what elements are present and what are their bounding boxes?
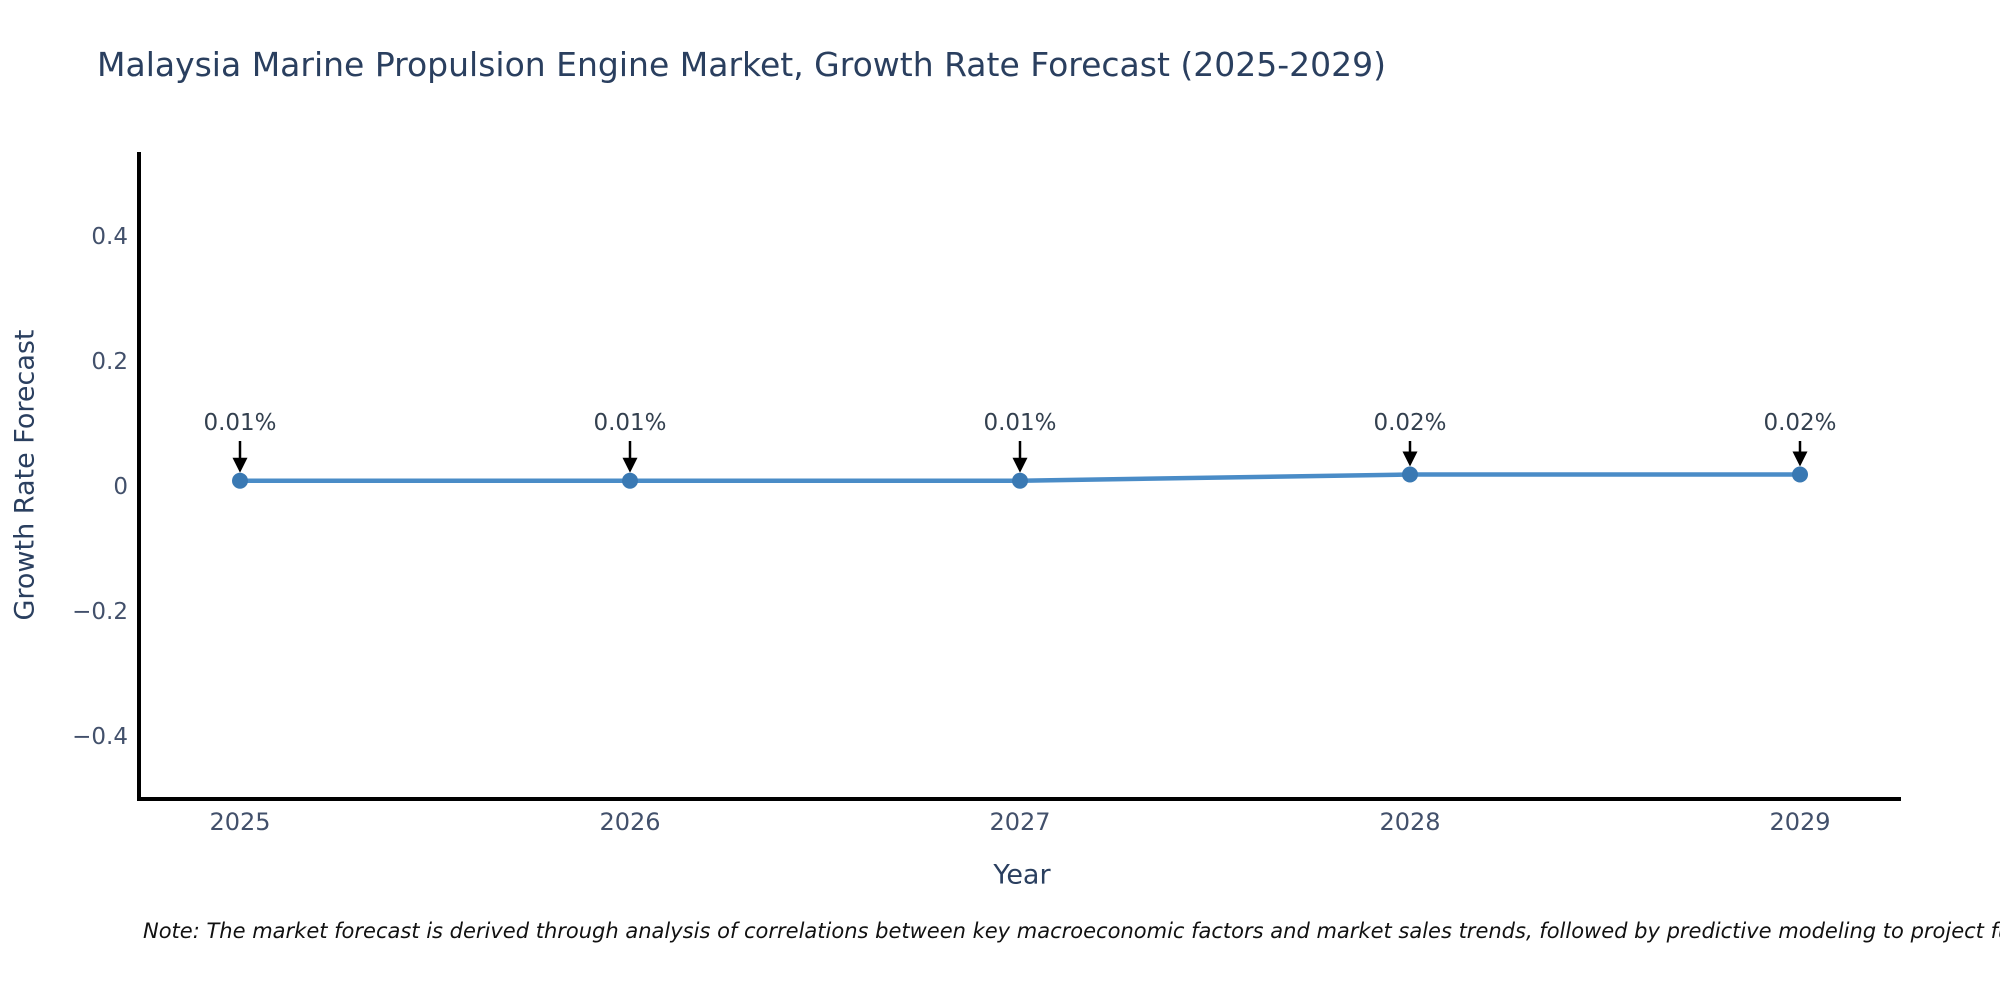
chart-title: Malaysia Marine Propulsion Engine Market… [97,45,1387,84]
footnote-text: Note: The market forecast is derived thr… [143,919,2000,943]
data-point-marker[interactable] [1402,466,1418,483]
x-tick-label: 2026 [599,808,661,836]
annotation-arrowhead-icon [1012,457,1028,473]
y-tick-label: 0 [113,474,128,500]
y-tick-label: 0.2 [91,349,128,375]
point-value-label: 0.02% [1763,410,1837,436]
data-point-marker[interactable] [1792,466,1808,483]
data-point-marker[interactable] [622,472,638,489]
annotation-arrowhead-icon [622,457,638,473]
x-tick-label: 2027 [989,808,1051,836]
data-point-marker[interactable] [232,472,248,489]
point-value-label: 0.02% [1373,410,1447,436]
point-value-label: 0.01% [983,410,1057,436]
x-axis-title: Year [993,859,1051,891]
x-tick-label: 2025 [209,808,271,836]
annotation-arrowhead-icon [1402,451,1418,467]
point-value-label: 0.01% [593,410,667,436]
point-value-label: 0.01% [203,410,277,436]
x-tick-label: 2029 [1769,808,1831,836]
y-tick-label: −0.4 [72,724,128,750]
x-tick-label: 2028 [1379,808,1441,836]
annotation-arrowhead-icon [232,457,248,473]
data-point-marker[interactable] [1012,472,1028,489]
y-tick-label: 0.4 [91,224,128,250]
y-tick-label: −0.2 [72,599,128,625]
annotation-arrowhead-icon [1792,451,1808,467]
